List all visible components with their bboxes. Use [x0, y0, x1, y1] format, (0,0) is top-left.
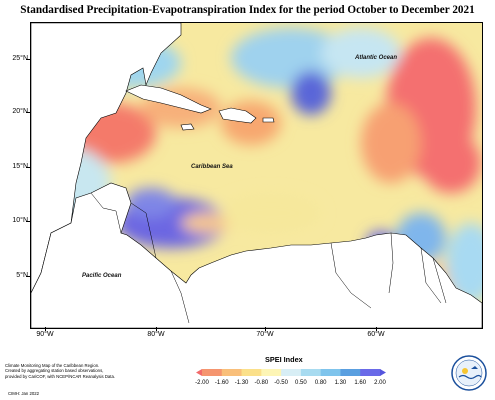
lat-label-10n: 10°N [12, 217, 28, 224]
lat-label-5n: 5°N [16, 272, 28, 279]
lat-tick [26, 112, 30, 113]
legend-colorbar [196, 369, 386, 376]
legend-swatch [221, 369, 243, 376]
legend-swatch [300, 369, 322, 376]
country-borders [90, 192, 447, 324]
legend-swatch [360, 369, 381, 376]
label-pacific-ocean: Pacific Ocean [82, 273, 122, 279]
lon-tick [265, 327, 266, 331]
island-hispaniola [218, 107, 257, 124]
legend-tick-label: -1.30 [234, 380, 249, 386]
spei-map-canvas [31, 23, 482, 328]
legend-swatch [202, 369, 223, 376]
footer-note-line: Created by aggregating station based obs… [5, 368, 104, 374]
legend-tick-label: -2.00 [195, 380, 209, 386]
lon-label-80w: 80°W [147, 331, 165, 338]
map-title: Standardised Precipitation-Evapotranspir… [20, 4, 475, 16]
island-cuba [125, 84, 212, 114]
legend-swatch [340, 369, 361, 376]
lat-tick [26, 276, 30, 277]
landmass-central-south-america [31, 182, 482, 328]
legend-tick-label: -1.60 [214, 380, 229, 386]
footer-notes: Climate Monitoring Map of the Caribbean … [5, 363, 155, 379]
lon-label-60w: 60°W [367, 331, 385, 338]
lat-label-20n: 20°N [12, 108, 28, 115]
legend-tick-label: 0.80 [314, 380, 327, 386]
footer-note-line: Climate Monitoring Map of the Caribbean … [5, 363, 100, 368]
cloud-icon [471, 366, 478, 369]
legend-tick-label: 1.30 [334, 380, 347, 386]
label-atlantic-ocean: Atlantic Ocean [355, 55, 398, 61]
lon-label-90w: 90°W [36, 331, 54, 338]
island-jamaica [180, 123, 195, 131]
spei-map [30, 22, 483, 329]
land-masses [31, 23, 482, 328]
cimh-logo [451, 355, 487, 391]
legend-tick-label: 1.60 [354, 380, 367, 386]
legend-swatch [320, 369, 341, 376]
wave-icon [458, 374, 482, 380]
lat-label-25n: 25°N [12, 55, 28, 62]
legend-tick-label: -0.80 [254, 380, 269, 386]
lon-tick [45, 327, 46, 331]
legend-swatch [281, 369, 302, 376]
lat-tick [26, 221, 30, 222]
legend-tick-label: -0.50 [274, 380, 288, 386]
lon-label-70w: 70°W [256, 331, 274, 338]
island-puerto-rico [262, 117, 275, 123]
legend-arrow-low [196, 369, 202, 376]
lon-tick [156, 327, 157, 331]
lat-label-15n: 15°N [12, 163, 28, 170]
lat-tick [26, 59, 30, 60]
legend-swatch [261, 369, 282, 376]
legend-tick-label: 0.50 [295, 380, 307, 386]
credit-text: CIMH: Jan 2022 [8, 391, 40, 396]
legend-tick-label: 2.00 [374, 380, 386, 386]
footer-note-line: provided by CariCOF, with NCEP/NCAR Rean… [5, 373, 116, 379]
legend-arrow-high [380, 369, 386, 376]
legend-swatch [241, 369, 262, 376]
sun-icon [462, 368, 468, 374]
lat-tick [26, 167, 30, 168]
legend-title: SPEI Index [265, 355, 303, 364]
lon-tick [376, 327, 377, 331]
label-caribbean-sea: Caribbean Sea [191, 164, 233, 170]
